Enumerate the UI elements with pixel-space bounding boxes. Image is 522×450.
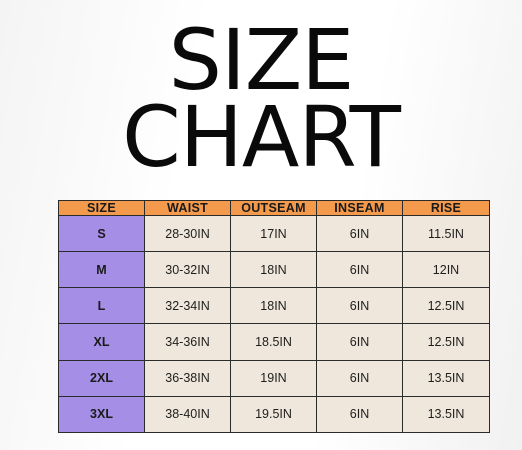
waist-cell: 32-34IN xyxy=(145,288,231,324)
header-waist: WAIST xyxy=(145,201,231,216)
table-row: 2XL 36-38IN 19IN 6IN 13.5IN xyxy=(59,360,490,396)
size-cell: S xyxy=(59,216,145,252)
inseam-cell: 6IN xyxy=(317,252,403,288)
outseam-cell: 18IN xyxy=(231,288,317,324)
waist-cell: 38-40IN xyxy=(145,396,231,432)
inseam-cell: 6IN xyxy=(317,216,403,252)
outseam-cell: 18IN xyxy=(231,252,317,288)
rise-cell: 13.5IN xyxy=(403,360,490,396)
outseam-cell: 19.5IN xyxy=(231,396,317,432)
rise-cell: 11.5IN xyxy=(403,216,490,252)
outseam-cell: 19IN xyxy=(231,360,317,396)
rise-cell: 13.5IN xyxy=(403,396,490,432)
waist-cell: 36-38IN xyxy=(145,360,231,396)
table-row: XL 34-36IN 18.5IN 6IN 12.5IN xyxy=(59,324,490,360)
inseam-cell: 6IN xyxy=(317,288,403,324)
table-header-row: SIZE WAIST OUTSEAM INSEAM RISE xyxy=(59,201,490,216)
size-cell: 3XL xyxy=(59,396,145,432)
size-cell: XL xyxy=(59,324,145,360)
outseam-cell: 18.5IN xyxy=(231,324,317,360)
waist-cell: 30-32IN xyxy=(145,252,231,288)
header-inseam: INSEAM xyxy=(317,201,403,216)
inseam-cell: 6IN xyxy=(317,324,403,360)
waist-cell: 28-30IN xyxy=(145,216,231,252)
rise-cell: 12IN xyxy=(403,252,490,288)
table-row: L 32-34IN 18IN 6IN 12.5IN xyxy=(59,288,490,324)
size-cell: M xyxy=(59,252,145,288)
size-cell: L xyxy=(59,288,145,324)
outseam-cell: 17IN xyxy=(231,216,317,252)
waist-cell: 34-36IN xyxy=(145,324,231,360)
table-row: 3XL 38-40IN 19.5IN 6IN 13.5IN xyxy=(59,396,490,432)
size-cell: 2XL xyxy=(59,360,145,396)
rise-cell: 12.5IN xyxy=(403,324,490,360)
table-row: S 28-30IN 17IN 6IN 11.5IN xyxy=(59,216,490,252)
size-chart-table: SIZE WAIST OUTSEAM INSEAM RISE S 28-30IN… xyxy=(58,200,490,433)
table-row: M 30-32IN 18IN 6IN 12IN xyxy=(59,252,490,288)
inseam-cell: 6IN xyxy=(317,360,403,396)
inseam-cell: 6IN xyxy=(317,396,403,432)
header-rise: RISE xyxy=(403,201,490,216)
header-outseam: OUTSEAM xyxy=(231,201,317,216)
page-title-line-2: CHART xyxy=(0,95,522,179)
header-size: SIZE xyxy=(59,201,145,216)
rise-cell: 12.5IN xyxy=(403,288,490,324)
